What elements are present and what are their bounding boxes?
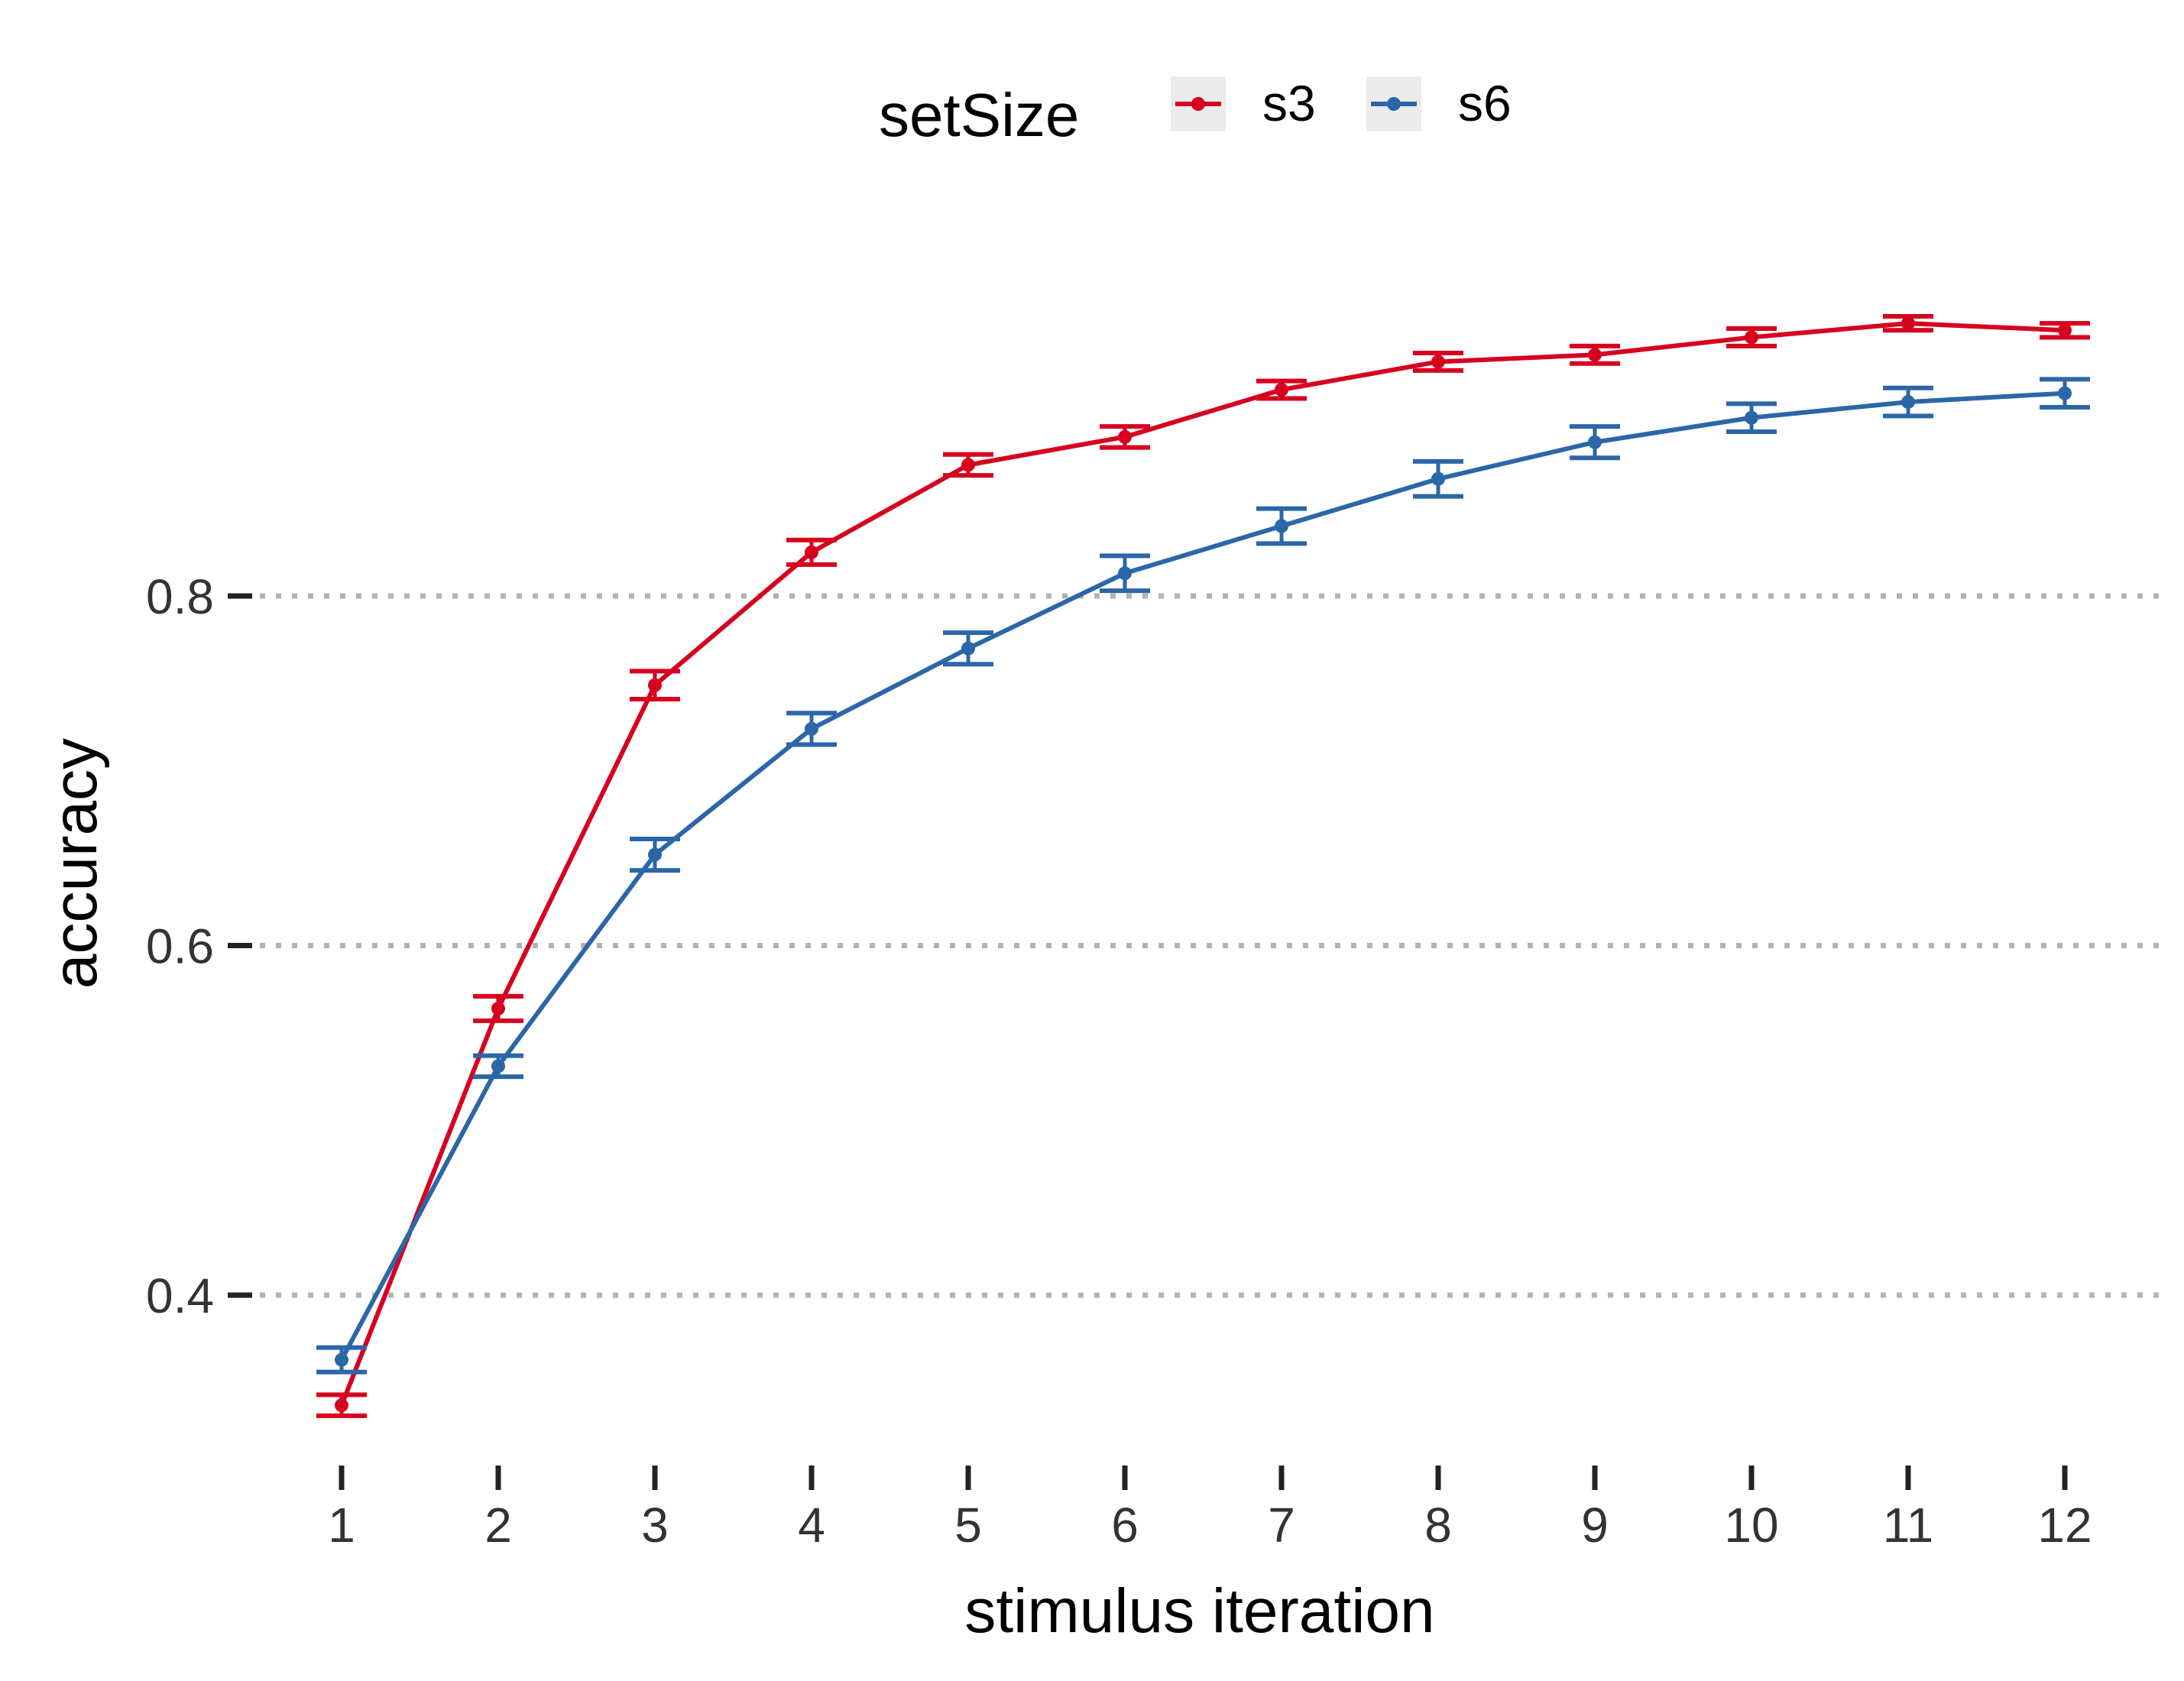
y-tick-label: 0.8 — [146, 569, 214, 624]
data-point — [1588, 348, 1602, 362]
data-point — [648, 678, 662, 692]
x-tick-label: 9 — [1581, 1498, 1609, 1553]
x-tick-label: 1 — [328, 1498, 355, 1553]
data-point — [1118, 429, 1132, 444]
data-point — [961, 458, 975, 472]
y-axis-title: accuracy — [41, 738, 110, 989]
series-s3 — [316, 314, 2090, 1418]
data-series — [316, 314, 2090, 1418]
x-axis-title: stimulus iteration — [964, 1576, 1434, 1646]
data-point — [1431, 471, 1445, 486]
legend-label-s6: s6 — [1458, 75, 1512, 131]
legend-label-s3: s3 — [1262, 75, 1316, 131]
legend-items: s3 s6 — [1171, 75, 1512, 131]
legend-title: setSize — [879, 81, 1079, 149]
series-line-s3 — [339, 321, 2066, 1407]
x-tick-label: 3 — [641, 1498, 669, 1553]
legend-item-s6: s6 — [1366, 75, 1512, 131]
gridlines — [260, 593, 2163, 1298]
data-point — [1275, 519, 1288, 533]
data-point — [1275, 383, 1288, 397]
series-s6 — [316, 377, 2090, 1375]
data-point — [1901, 316, 1915, 331]
y-tick-label: 0.6 — [146, 919, 214, 974]
legend: setSize s3 s6 — [879, 75, 1512, 149]
data-point — [805, 545, 818, 559]
x-tick-label: 12 — [2037, 1498, 2092, 1553]
data-point — [1118, 566, 1132, 581]
data-point — [335, 1398, 348, 1413]
data-point — [491, 1059, 505, 1074]
x-tick-label: 10 — [1724, 1498, 1778, 1553]
legend-item-s3: s3 — [1171, 75, 1316, 131]
data-point — [961, 641, 975, 656]
data-point — [1431, 355, 1445, 369]
data-point — [1901, 395, 1915, 410]
data-point — [2058, 386, 2072, 400]
x-tick-label: 6 — [1111, 1498, 1139, 1553]
series-line-s6 — [339, 390, 2066, 1362]
legend-key-point — [1387, 97, 1401, 111]
y-tick-label: 0.4 — [146, 1268, 214, 1323]
x-tick-label: 5 — [954, 1498, 982, 1553]
legend-key-point — [1191, 97, 1205, 111]
data-point — [2058, 323, 2072, 338]
x-tick-label: 8 — [1424, 1498, 1452, 1553]
x-tick-label: 7 — [1268, 1498, 1295, 1553]
data-point — [648, 847, 662, 862]
data-point — [805, 721, 818, 736]
x-tick-label: 2 — [484, 1498, 512, 1553]
data-point — [1745, 410, 1758, 425]
data-point — [1745, 330, 1758, 345]
x-tick-label: 11 — [1883, 1498, 1933, 1553]
data-point — [491, 1001, 505, 1015]
axes: 0.40.60.81 2 3 4 5 6 7 8 9 10 11 12 — [146, 569, 2092, 1553]
x-tick-label: 4 — [798, 1498, 825, 1553]
data-point — [1588, 435, 1602, 449]
data-point — [335, 1352, 348, 1367]
